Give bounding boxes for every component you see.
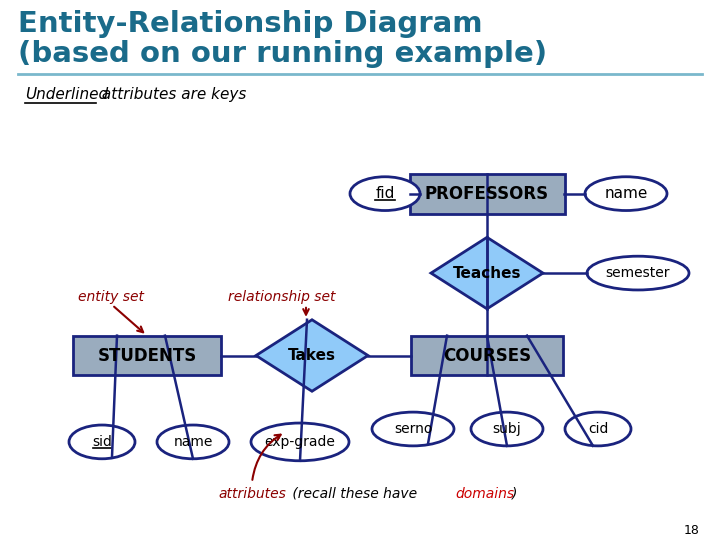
Text: entity set: entity set: [78, 290, 144, 304]
Ellipse shape: [350, 177, 420, 211]
Ellipse shape: [157, 425, 229, 459]
Text: COURSES: COURSES: [443, 347, 531, 364]
Text: exp-grade: exp-grade: [264, 435, 336, 449]
Text: Underlined: Underlined: [25, 87, 108, 103]
Text: attributes are keys: attributes are keys: [97, 87, 246, 103]
FancyBboxPatch shape: [410, 174, 564, 213]
Ellipse shape: [69, 425, 135, 459]
Text: Teaches: Teaches: [453, 266, 521, 281]
Text: name: name: [604, 186, 648, 201]
Polygon shape: [256, 320, 368, 392]
Text: fid: fid: [375, 186, 395, 201]
Text: 18: 18: [684, 524, 700, 537]
FancyBboxPatch shape: [411, 336, 563, 375]
Text: sid: sid: [92, 435, 112, 449]
Text: attributes: attributes: [218, 487, 286, 501]
Ellipse shape: [585, 177, 667, 211]
Text: Takes: Takes: [288, 348, 336, 363]
Text: semester: semester: [606, 266, 670, 280]
Ellipse shape: [471, 412, 543, 446]
Text: name: name: [174, 435, 212, 449]
Text: cid: cid: [588, 422, 608, 436]
Ellipse shape: [251, 423, 349, 461]
FancyBboxPatch shape: [73, 336, 221, 375]
Ellipse shape: [565, 412, 631, 446]
Text: ): ): [512, 487, 518, 501]
Text: (recall these have: (recall these have: [288, 487, 421, 501]
Ellipse shape: [372, 412, 454, 446]
Text: subj: subj: [492, 422, 521, 436]
Text: STUDENTS: STUDENTS: [97, 347, 197, 364]
Ellipse shape: [587, 256, 689, 290]
Text: (based on our running example): (based on our running example): [18, 40, 547, 68]
Text: relationship set: relationship set: [228, 290, 336, 304]
Text: serno: serno: [394, 422, 432, 436]
Text: Entity-Relationship Diagram: Entity-Relationship Diagram: [18, 10, 482, 38]
Text: PROFESSORS: PROFESSORS: [425, 185, 549, 202]
Text: domains: domains: [455, 487, 514, 501]
Polygon shape: [431, 238, 543, 309]
